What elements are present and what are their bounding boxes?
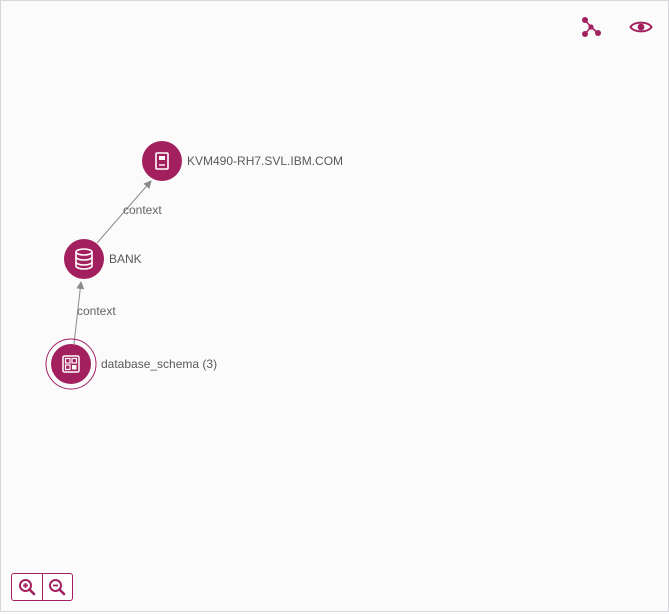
zoom-in-button[interactable]: [12, 574, 42, 600]
graph-layout-button[interactable]: [578, 14, 604, 40]
edge-label: context: [77, 304, 116, 318]
schema-icon: [62, 355, 80, 373]
node-label: KVM490-RH7.SVL.IBM.COM: [187, 154, 343, 168]
edge-bank-to-host: context: [96, 180, 162, 244]
zoom-out-button[interactable]: [41, 574, 73, 600]
database-icon: [75, 248, 93, 270]
node-host[interactable]: KVM490-RH7.SVL.IBM.COM: [142, 141, 343, 181]
node-bank[interactable]: BANK: [64, 239, 142, 279]
edge-label: context: [123, 203, 162, 217]
eye-icon: [629, 21, 653, 33]
view-toggle-button[interactable]: [628, 14, 654, 40]
server-icon: [155, 152, 169, 170]
zoom-in-icon: [18, 579, 36, 596]
edge-schema-to-bank: context: [73, 281, 116, 345]
node-label: BANK: [109, 252, 142, 266]
node-label: database_schema (3): [101, 357, 217, 371]
graph-layout-icon: [582, 17, 601, 37]
zoom-out-icon: [49, 579, 66, 596]
zoom-controls: [11, 573, 73, 601]
node-schema[interactable]: database_schema (3): [45, 338, 217, 390]
